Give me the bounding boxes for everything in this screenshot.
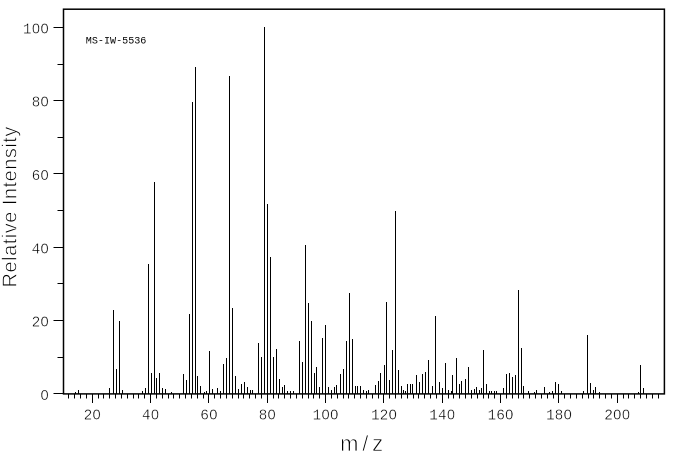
svg-text:60: 60: [32, 169, 49, 185]
svg-text:MS-IW-5536: MS-IW-5536: [86, 37, 147, 48]
svg-text:80: 80: [259, 409, 276, 425]
svg-text:40: 40: [142, 409, 159, 425]
svg-text:140: 140: [429, 409, 455, 425]
svg-text:100: 100: [23, 22, 49, 38]
svg-text:20: 20: [84, 409, 101, 425]
svg-text:180: 180: [546, 409, 572, 425]
svg-text:120: 120: [371, 409, 397, 425]
svg-text:m/z: m/z: [340, 431, 387, 455]
svg-text:0: 0: [40, 389, 49, 405]
svg-text:60: 60: [200, 409, 217, 425]
svg-text:100: 100: [313, 409, 339, 425]
svg-text:160: 160: [488, 409, 514, 425]
svg-text:80: 80: [32, 96, 49, 112]
svg-text:20: 20: [32, 316, 49, 332]
svg-text:Relative Intensity: Relative Intensity: [0, 126, 22, 287]
svg-text:40: 40: [32, 242, 49, 258]
svg-text:200: 200: [604, 409, 630, 425]
